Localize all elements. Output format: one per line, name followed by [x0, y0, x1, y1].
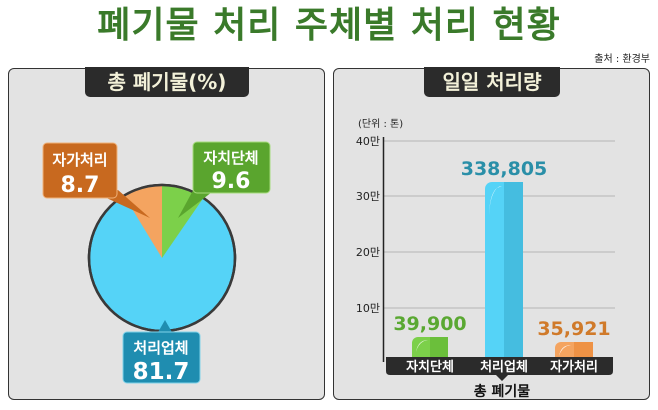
svg-text:자가처리: 자가처리	[52, 151, 107, 169]
y-axis-ticks: 40만 30만 20만 10만	[356, 135, 380, 315]
svg-text:338,805: 338,805	[461, 158, 548, 180]
svg-text:자가처리: 자가처리	[550, 359, 598, 375]
category-strip	[386, 357, 613, 381]
callout-self-processing: 자가처리 8.7	[42, 142, 150, 218]
svg-text:처리업체: 처리업체	[480, 359, 528, 375]
svg-text:10만: 10만	[356, 302, 380, 315]
x-axis-categories: 자치단체 처리업체 자가처리	[406, 359, 598, 375]
source-note: 출처 : 환경부	[594, 54, 650, 65]
svg-text:81.7: 81.7	[133, 359, 190, 385]
pie-chart	[87, 183, 237, 333]
callout-processing-company: 처리업체 81.7	[122, 320, 201, 385]
bar-panel-title: 일일 처리량	[424, 67, 560, 97]
unit-label: (단위 : 톤)	[358, 117, 403, 130]
svg-text:35,921: 35,921	[537, 318, 610, 340]
svg-text:39,900: 39,900	[393, 313, 466, 335]
bar-chart: (단위 : 톤) 40만 30만 20만 10만 39,900	[356, 117, 615, 400]
x-axis-title: 총 폐기물	[474, 384, 531, 400]
svg-text:9.6: 9.6	[212, 169, 251, 194]
pie-panel-title: 총 폐기물(%)	[85, 67, 249, 97]
svg-text:8.7: 8.7	[61, 173, 100, 198]
callout-local-government: 자치단체 9.6	[178, 141, 271, 218]
svg-text:자치단체: 자치단체	[406, 359, 454, 375]
svg-text:30만: 30만	[356, 190, 380, 203]
bar-processing-company: 338,805	[461, 158, 548, 367]
svg-text:처리업체: 처리업체	[133, 339, 188, 357]
pie-slice-self-processing	[124, 185, 162, 258]
svg-text:20만: 20만	[356, 246, 380, 259]
svg-text:40만: 40만	[356, 135, 380, 148]
svg-text:자치단체: 자치단체	[203, 149, 258, 167]
page-title: 폐기물 처리 주체별 처리 현황	[97, 5, 561, 46]
